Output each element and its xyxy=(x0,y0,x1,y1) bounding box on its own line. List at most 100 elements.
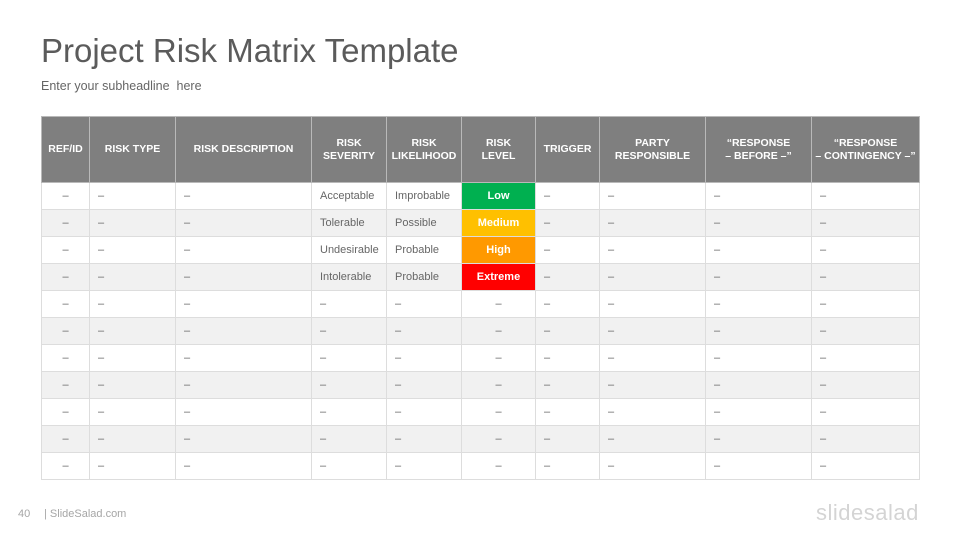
table-cell-party-responsible: – xyxy=(599,182,706,210)
table-cell-risk-description: – xyxy=(175,182,312,210)
table-cell-risk-type: – xyxy=(89,344,176,372)
footer-site-link: | SlideSalad.com xyxy=(44,508,127,520)
table-cell-risk-likelihood: Probable xyxy=(386,236,462,264)
table-cell-risk-likelihood: Possible xyxy=(386,209,462,237)
table-cell-response-contingency: – xyxy=(811,344,920,372)
table-header-row: REF/ID RISK TYPE RISK DESCRIPTION RISK SEVER… xyxy=(41,116,920,183)
column-header-trigger: TRIGGER xyxy=(535,116,600,183)
table-cell-risk-likelihood: Improbable xyxy=(386,182,462,210)
table-cell-ref-id: – xyxy=(41,398,90,426)
table-cell-party-responsible: – xyxy=(599,290,706,318)
table-cell-risk-likelihood: Probable xyxy=(386,263,462,291)
table-cell-risk-severity: Undesirable xyxy=(311,236,387,264)
table-cell-response-contingency: – xyxy=(811,290,920,318)
table-cell-response-contingency: – xyxy=(811,398,920,426)
table-cell-response-before: – xyxy=(705,317,812,345)
table-cell-risk-level: – xyxy=(461,398,536,426)
table-cell-trigger: – xyxy=(535,425,600,453)
table-cell-risk-description: – xyxy=(175,398,312,426)
table-cell-risk-type: – xyxy=(89,425,176,453)
column-header-response-contingency: “RESPONSE – CONTINGENCY –” xyxy=(811,116,920,183)
table-cell-response-contingency: – xyxy=(811,209,920,237)
table-cell-ref-id: – xyxy=(41,452,90,480)
column-header-party-responsible: PARTY RESPONSIBLE xyxy=(599,116,706,183)
slidesalad-logo: slidesalad xyxy=(816,500,919,525)
table-cell-risk-severity: – xyxy=(311,344,387,372)
table-cell-risk-type: – xyxy=(89,209,176,237)
table-row: – – – – – – – – – – xyxy=(41,425,920,453)
table-cell-risk-level: – xyxy=(461,317,536,345)
table-cell-party-responsible: – xyxy=(599,452,706,480)
column-header-risk-severity: RISK SEVERITY xyxy=(311,116,387,183)
table-cell-risk-type: – xyxy=(89,263,176,291)
table-cell-response-before: – xyxy=(705,398,812,426)
table-cell-response-contingency: – xyxy=(811,263,920,291)
slide-title: Project Risk Matrix Template xyxy=(41,32,459,69)
table-cell-response-before: – xyxy=(705,263,812,291)
table-cell-response-contingency: – xyxy=(811,371,920,399)
table-cell-response-before: – xyxy=(705,290,812,318)
table-cell-trigger: – xyxy=(535,182,600,210)
table-cell-risk-severity: – xyxy=(311,290,387,318)
table-cell-risk-level: – xyxy=(461,290,536,318)
table-row: – – – Undesirable Probable High – – – – xyxy=(41,236,920,264)
table-cell-party-responsible: – xyxy=(599,344,706,372)
table-cell-trigger: – xyxy=(535,209,600,237)
table-cell-trigger: – xyxy=(535,317,600,345)
table-cell-risk-likelihood: – xyxy=(386,371,462,399)
table-cell-party-responsible: – xyxy=(599,236,706,264)
table-cell-trigger: – xyxy=(535,371,600,399)
table-cell-ref-id: – xyxy=(41,263,90,291)
table-cell-response-before: – xyxy=(705,182,812,210)
table-cell-risk-level: Extreme xyxy=(461,263,536,291)
table-cell-risk-likelihood: – xyxy=(386,290,462,318)
table-cell-risk-severity: – xyxy=(311,371,387,399)
table-cell-risk-type: – xyxy=(89,371,176,399)
table-cell-trigger: – xyxy=(535,452,600,480)
table-cell-risk-type: – xyxy=(89,317,176,345)
column-header-risk-likelihood: RISK LIKELIHOOD xyxy=(386,116,462,183)
table-cell-risk-level: – xyxy=(461,452,536,480)
table-row: – – – – – – – – – – xyxy=(41,344,920,372)
table-cell-risk-description: – xyxy=(175,452,312,480)
table-cell-risk-description: – xyxy=(175,425,312,453)
table-cell-risk-type: – xyxy=(89,452,176,480)
table-cell-risk-level: Low xyxy=(461,182,536,210)
table-cell-ref-id: – xyxy=(41,317,90,345)
table-cell-ref-id: – xyxy=(41,209,90,237)
table-cell-risk-description: – xyxy=(175,344,312,372)
table-cell-ref-id: – xyxy=(41,182,90,210)
table-cell-risk-severity: Tolerable xyxy=(311,209,387,237)
page-number: 40 xyxy=(18,508,31,520)
table-cell-risk-likelihood: – xyxy=(386,452,462,480)
column-header-risk-type: RISK TYPE xyxy=(89,116,176,183)
table-cell-risk-likelihood: – xyxy=(386,317,462,345)
table-cell-risk-description: – xyxy=(175,263,312,291)
table-cell-trigger: – xyxy=(535,263,600,291)
table-cell-trigger: – xyxy=(535,344,600,372)
table-row: – – – – – – – – – – xyxy=(41,452,920,480)
table-row: – – – – – – – – – – xyxy=(41,398,920,426)
table-cell-risk-type: – xyxy=(89,398,176,426)
table-cell-response-before: – xyxy=(705,209,812,237)
table-cell-party-responsible: – xyxy=(599,209,706,237)
table-cell-response-before: – xyxy=(705,236,812,264)
table-body: – – – Acceptable Improbable Low – – – – – – – Tolerab… xyxy=(41,182,920,480)
table-row: – – – Acceptable Improbable Low – – – – xyxy=(41,182,920,210)
table-cell-response-contingency: – xyxy=(811,425,920,453)
table-cell-risk-level: – xyxy=(461,425,536,453)
column-header-risk-description: RISK DESCRIPTION xyxy=(175,116,312,183)
table-cell-response-before: – xyxy=(705,344,812,372)
column-header-risk-level: RISK LEVEL xyxy=(461,116,536,183)
table-cell-risk-likelihood: – xyxy=(386,398,462,426)
table-cell-party-responsible: – xyxy=(599,398,706,426)
table-cell-response-before: – xyxy=(705,452,812,480)
table-cell-trigger: – xyxy=(535,398,600,426)
table-cell-ref-id: – xyxy=(41,290,90,318)
table-cell-party-responsible: – xyxy=(599,425,706,453)
table-cell-response-contingency: – xyxy=(811,317,920,345)
table-cell-risk-level: High xyxy=(461,236,536,264)
table-cell-risk-severity: Acceptable xyxy=(311,182,387,210)
table-cell-risk-severity: – xyxy=(311,452,387,480)
table-cell-risk-type: – xyxy=(89,236,176,264)
